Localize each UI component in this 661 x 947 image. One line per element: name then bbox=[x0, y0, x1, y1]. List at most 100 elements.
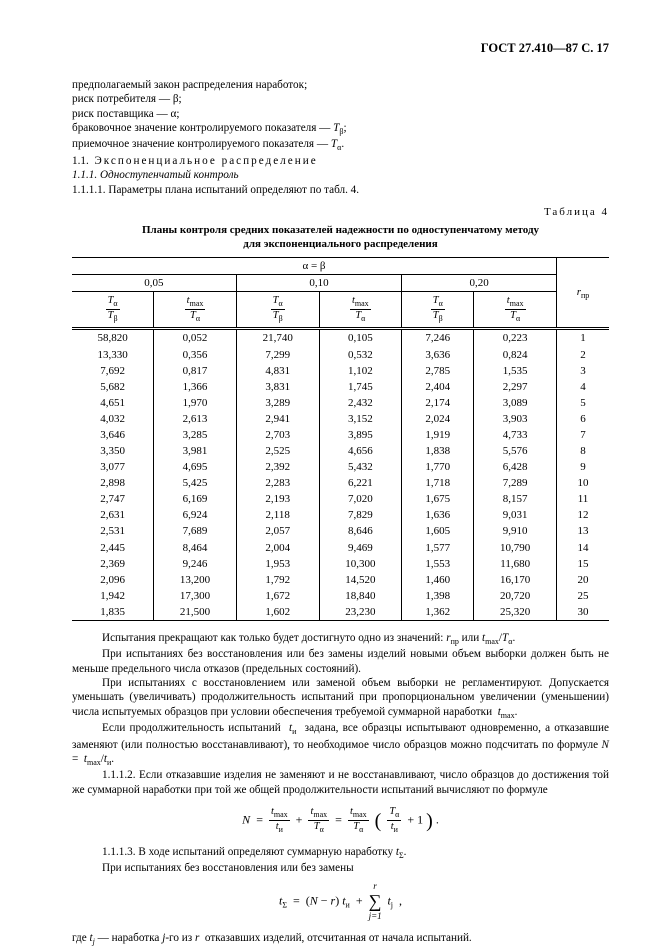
table-cell: 2,004 bbox=[236, 540, 319, 556]
table-cell: 4 bbox=[557, 379, 610, 395]
table-row: 3,0774,6952,3925,4321,7706,4289 bbox=[72, 459, 609, 475]
table-cell: 2,404 bbox=[402, 379, 474, 395]
table-cell: 16,170 bbox=[474, 572, 557, 588]
table-cell: 1,672 bbox=[236, 588, 319, 604]
col-ta-tb-2: TαTβ bbox=[236, 292, 319, 329]
table-cell: 2,057 bbox=[236, 523, 319, 539]
table-cell: 5,425 bbox=[154, 475, 237, 491]
section-1-1-1-2: 1.1.1.2. Если отказавшие изделия не заме… bbox=[72, 768, 609, 797]
intro-line-0: предполагаемый закон распределения нараб… bbox=[72, 78, 609, 92]
table-cell: 17,300 bbox=[154, 588, 237, 604]
table-row: 4,6511,9703,2892,4322,1743,0895 bbox=[72, 395, 609, 411]
table-cell: 30 bbox=[557, 604, 610, 621]
table-cell: 0,105 bbox=[319, 329, 402, 347]
section-1-1-1: 1.1.1. Одноступенчатый контроль bbox=[72, 168, 609, 182]
table-cell: 13,330 bbox=[72, 347, 154, 363]
table-row: 13,3300,3567,2990,5323,6360,8242 bbox=[72, 347, 609, 363]
table-cell: 0,223 bbox=[474, 329, 557, 347]
table-cell: 6,428 bbox=[474, 459, 557, 475]
table-cell: 1,398 bbox=[402, 588, 474, 604]
table-cell: 2,941 bbox=[236, 411, 319, 427]
table-cell: 23,230 bbox=[319, 604, 402, 621]
table-cell: 1,970 bbox=[154, 395, 237, 411]
post-p4: Если продолжительность испытаний tи зада… bbox=[72, 721, 609, 768]
table-cell: 2,392 bbox=[236, 459, 319, 475]
table-cell: 4,651 bbox=[72, 395, 154, 411]
table-cell: 10 bbox=[557, 475, 610, 491]
table-cell: 2,525 bbox=[236, 443, 319, 459]
table-cell: 1,535 bbox=[474, 363, 557, 379]
table-cell: 14,520 bbox=[319, 572, 402, 588]
table-cell: 3,831 bbox=[236, 379, 319, 395]
table-cell: 1,102 bbox=[319, 363, 402, 379]
col-tmax-ta-2: tmaxTα bbox=[319, 292, 402, 329]
intro-line-4: приемочное значение контролируемого пока… bbox=[72, 137, 609, 153]
group-005: 0,05 bbox=[72, 275, 236, 292]
table-cell: 4,733 bbox=[474, 427, 557, 443]
table-number: Таблица 4 bbox=[72, 205, 609, 219]
table-cell: 3,285 bbox=[154, 427, 237, 443]
table-cell: 2,747 bbox=[72, 491, 154, 507]
table-cell: 2,785 bbox=[402, 363, 474, 379]
table-cell: 2 bbox=[557, 347, 610, 363]
intro-line-3: браковочное значение контролируемого пок… bbox=[72, 121, 609, 137]
table-cell: 8,464 bbox=[154, 540, 237, 556]
table-row: 2,4458,4642,0049,4691,57710,79014 bbox=[72, 540, 609, 556]
table-cell: 2,531 bbox=[72, 523, 154, 539]
page-header: ГОСТ 27.410—87 С. 17 bbox=[72, 40, 609, 56]
table-cell: 4,656 bbox=[319, 443, 402, 459]
table-row: 2,5317,6892,0578,6461,6059,91013 bbox=[72, 523, 609, 539]
post-p2: При испытаниях без восстановления или бе… bbox=[72, 647, 609, 676]
table-cell: 0,356 bbox=[154, 347, 237, 363]
table-cell: 14 bbox=[557, 540, 610, 556]
table-cell: 1,718 bbox=[402, 475, 474, 491]
table-cell: 10,790 bbox=[474, 540, 557, 556]
table-cell: 15 bbox=[557, 556, 610, 572]
table-row: 2,7476,1692,1937,0201,6758,15711 bbox=[72, 491, 609, 507]
table-cell: 1,792 bbox=[236, 572, 319, 588]
table-cell: 5,576 bbox=[474, 443, 557, 459]
table-cell: 1,553 bbox=[402, 556, 474, 572]
col-ta-tb-3: TαTβ bbox=[402, 292, 474, 329]
table-cell: 1,577 bbox=[402, 540, 474, 556]
table-cell: 1,675 bbox=[402, 491, 474, 507]
table-row: 3,6463,2852,7033,8951,9194,7337 bbox=[72, 427, 609, 443]
table-cell: 7,689 bbox=[154, 523, 237, 539]
table-cell: 1,605 bbox=[402, 523, 474, 539]
table-cell: 7,299 bbox=[236, 347, 319, 363]
table-row: 1,83521,5001,60223,2301,36225,32030 bbox=[72, 604, 609, 621]
table-cell: 1,460 bbox=[402, 572, 474, 588]
table-cell: 10,300 bbox=[319, 556, 402, 572]
section-1-1: 1.1. Экспоненциальное распределение bbox=[72, 154, 609, 168]
table-cell: 2,297 bbox=[474, 379, 557, 395]
table-cell: 2,193 bbox=[236, 491, 319, 507]
formula-1: N = tmaxtи + tmaxTα = tmaxTα ( Tαtи + 1 … bbox=[72, 807, 609, 835]
table-cell: 2,703 bbox=[236, 427, 319, 443]
table-cell: 12 bbox=[557, 507, 610, 523]
footer-line: где tj — наработка j-го из r отказавших … bbox=[72, 931, 609, 947]
table-row: 2,6316,9242,1187,8291,6369,03112 bbox=[72, 507, 609, 523]
table-cell: 6,924 bbox=[154, 507, 237, 523]
post-p1: Испытания прекращают как только будет до… bbox=[72, 631, 609, 647]
table-title: Планы контроля средних показателей надеж… bbox=[72, 223, 609, 251]
table-row: 4,0322,6132,9413,1522,0243,9036 bbox=[72, 411, 609, 427]
table-cell: 20 bbox=[557, 572, 610, 588]
table-cell: 11 bbox=[557, 491, 610, 507]
table-cell: 8,157 bbox=[474, 491, 557, 507]
section-1-1-1-1: 1.1.1.1. Параметры плана испытаний опред… bbox=[72, 183, 609, 197]
table-row: 2,09613,2001,79214,5201,46016,17020 bbox=[72, 572, 609, 588]
table-cell: 3,289 bbox=[236, 395, 319, 411]
table-cell: 3,152 bbox=[319, 411, 402, 427]
alpha-beta-header: α = β bbox=[72, 258, 557, 275]
table-cell: 5,432 bbox=[319, 459, 402, 475]
table-cell: 11,680 bbox=[474, 556, 557, 572]
table-cell: 1,362 bbox=[402, 604, 474, 621]
table-cell: 13 bbox=[557, 523, 610, 539]
table-cell: 9,910 bbox=[474, 523, 557, 539]
table-row: 7,6920,8174,8311,1022,7851,5353 bbox=[72, 363, 609, 379]
col-r: rпр bbox=[557, 258, 610, 329]
table-cell: 9 bbox=[557, 459, 610, 475]
table-cell: 3,089 bbox=[474, 395, 557, 411]
table-row: 2,3699,2461,95310,3001,55311,68015 bbox=[72, 556, 609, 572]
table-cell: 3,646 bbox=[72, 427, 154, 443]
